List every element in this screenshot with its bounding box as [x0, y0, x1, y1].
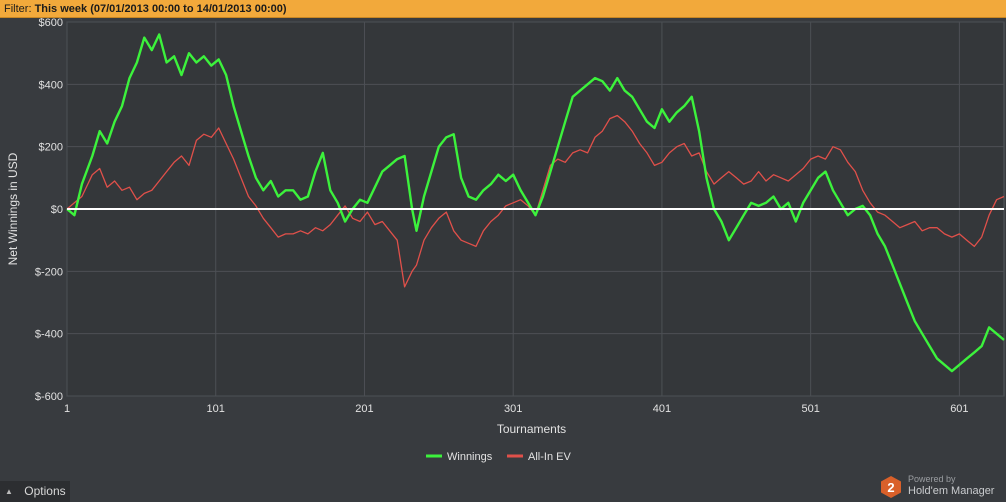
x-tick-label: 501: [801, 403, 819, 415]
filter-value: This week (07/01/2013 00:00 to 14/01/201…: [34, 3, 287, 15]
branding: 2 Powered by Hold'em Manager: [880, 474, 1006, 502]
product-name: Hold'em Manager: [908, 485, 995, 497]
powered-by-text: Powered by: [908, 474, 956, 484]
logo-badge-text: 2: [887, 480, 894, 495]
x-axis-title: Tournaments: [497, 422, 566, 436]
filter-label: Filter:: [4, 3, 32, 15]
y-tick-label: $-200: [35, 266, 63, 278]
y-tick-label: $0: [51, 204, 63, 216]
x-tick-label: 1: [64, 403, 70, 415]
filter-bar[interactable]: Filter: This week (07/01/2013 00:00 to 1…: [0, 0, 1006, 18]
holdem-manager-logo-icon: 2: [881, 476, 901, 498]
y-tick-label: $200: [39, 142, 63, 154]
legend-entry: Winnings: [447, 451, 493, 463]
options-button[interactable]: ▲ Options: [0, 481, 70, 502]
legend-entry: All-In EV: [528, 451, 571, 463]
options-label: Options: [24, 484, 66, 498]
y-tick-label: $-400: [35, 329, 63, 341]
chevron-up-icon: ▲: [5, 487, 13, 496]
x-tick-label: 601: [950, 403, 968, 415]
series-line-winnings: [66, 33, 1005, 373]
y-tick-label: $400: [39, 79, 63, 91]
y-tick-label: $-600: [35, 391, 63, 403]
x-tick-label: 401: [653, 403, 671, 415]
x-tick-label: 101: [207, 403, 225, 415]
x-tick-label: 201: [355, 403, 373, 415]
x-tick-label: 301: [504, 403, 522, 415]
y-axis-title: Net Winnings in USD: [6, 152, 20, 265]
y-tick-label: $600: [39, 18, 63, 29]
